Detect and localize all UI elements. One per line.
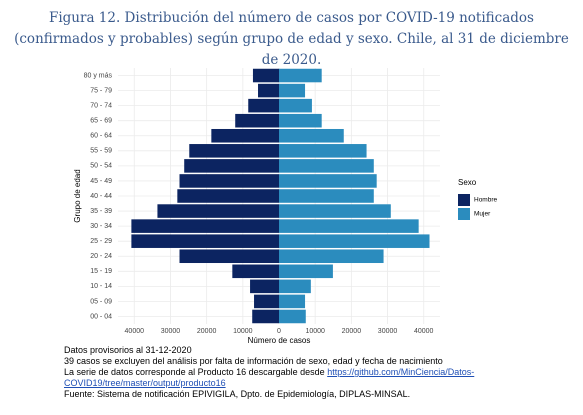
legend-key: [458, 208, 470, 220]
bar: [232, 264, 279, 279]
bar: [279, 264, 333, 279]
bar: [279, 159, 374, 173]
note: Datos provisorios al 31-12-2020: [64, 345, 192, 355]
figure-title: Figura 12. Distribución del número de ca…: [14, 10, 569, 68]
x-tick-label: 20000: [342, 328, 362, 335]
bar: [254, 294, 279, 309]
bar: [279, 189, 374, 203]
bar: [157, 204, 279, 218]
y-tick-label: 15 - 19: [90, 268, 112, 275]
legend-label: Mujer: [474, 211, 491, 218]
bar: [131, 234, 279, 248]
bar: [184, 159, 279, 173]
x-tick-label: 0: [277, 328, 281, 335]
bar: [279, 294, 306, 309]
y-axis-label: Grupo de edad: [73, 169, 82, 222]
y-tick-label: 05 - 09: [90, 298, 112, 305]
y-tick-label: 20 - 24: [90, 253, 112, 260]
y-tick-label: 30 - 34: [90, 223, 112, 230]
y-tick-label: 55 - 59: [90, 148, 112, 155]
x-tick-label: 10000: [305, 328, 325, 335]
link[interactable]: https://github.com/MinCiencia/Datos-COVI…: [64, 367, 475, 388]
y-tick-label: 50 - 54: [90, 163, 112, 170]
notes: Datos provisorios al 31-12-2020 39 casos…: [64, 345, 504, 400]
bar: [279, 174, 377, 188]
bar: [279, 68, 322, 83]
bar: [279, 113, 322, 128]
y-tick-label: 75 - 79: [90, 87, 112, 94]
y-tick-label: 25 - 29: [90, 238, 112, 245]
bar: [258, 83, 279, 98]
x-tick-label: 30000: [161, 328, 181, 335]
bar: [235, 113, 279, 128]
bar: [279, 144, 367, 158]
y-tick-label: 35 - 39: [90, 208, 112, 215]
chart: 40000 30000 20000 10000 0 10000 20000 30000 4000…: [73, 68, 498, 345]
bar: [279, 219, 419, 233]
bar: [279, 234, 430, 248]
bar: [279, 249, 384, 264]
x-tick-label: 20000: [197, 328, 217, 335]
bar: [248, 98, 279, 113]
bar: [177, 189, 279, 203]
y-tick-label: 60 - 64: [90, 133, 112, 140]
y-tick-label: 70 - 74: [90, 102, 112, 109]
x-tick-label: 40000: [125, 328, 145, 335]
bar: [252, 309, 279, 324]
x-tick-label: 30000: [378, 328, 398, 335]
y-tick-label: 80 y más: [84, 72, 113, 79]
bar: [250, 279, 279, 294]
bar: [279, 279, 311, 294]
y-tick-label: 65 - 69: [90, 118, 112, 125]
bar: [179, 174, 279, 188]
y-tick-label: 45 - 49: [90, 178, 112, 185]
bar: [279, 98, 312, 113]
x-tick-label: 10000: [233, 328, 253, 335]
bar: [252, 68, 279, 83]
y-tick-label: 40 - 44: [90, 193, 112, 200]
source: Fuente: Sistema de notificación EPIVIGIL…: [64, 389, 411, 399]
note: La serie de datos corresponde al Product…: [64, 367, 504, 389]
x-axis-label: Número de casos: [248, 336, 311, 345]
legend-key: [458, 194, 470, 206]
bar: [279, 128, 344, 143]
bar: [279, 204, 391, 218]
bar: [179, 249, 279, 264]
legend-title: Sexo: [458, 178, 477, 187]
note: La serie de datos corresponde al Product…: [64, 367, 328, 377]
legend-label: Hombre: [474, 197, 498, 204]
y-tick-label: 10 - 14: [90, 283, 112, 290]
y-tick-label: 00 - 04: [90, 313, 112, 320]
note: 39 casos se excluyen del análisis por fa…: [64, 356, 443, 366]
x-tick-label: 40000: [414, 328, 434, 335]
bar: [279, 309, 306, 324]
bar: [131, 219, 279, 233]
bar: [211, 128, 279, 143]
bar: [189, 144, 279, 158]
bar: [279, 83, 306, 98]
